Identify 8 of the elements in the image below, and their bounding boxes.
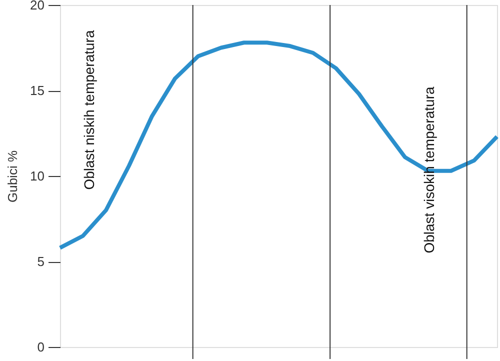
y-tick-label: 5 bbox=[37, 254, 44, 269]
y-tick-label: 20 bbox=[30, 0, 44, 12]
y-tick-label: 10 bbox=[30, 168, 44, 184]
y-tick-label: 15 bbox=[30, 83, 44, 98]
y-axis-title: Gubici % bbox=[5, 150, 20, 203]
annotation: Oblast visokih temperatura bbox=[421, 86, 437, 254]
annotation: Oblast niskih temperatura bbox=[81, 30, 97, 190]
y-tick-label: 0 bbox=[37, 340, 44, 354]
